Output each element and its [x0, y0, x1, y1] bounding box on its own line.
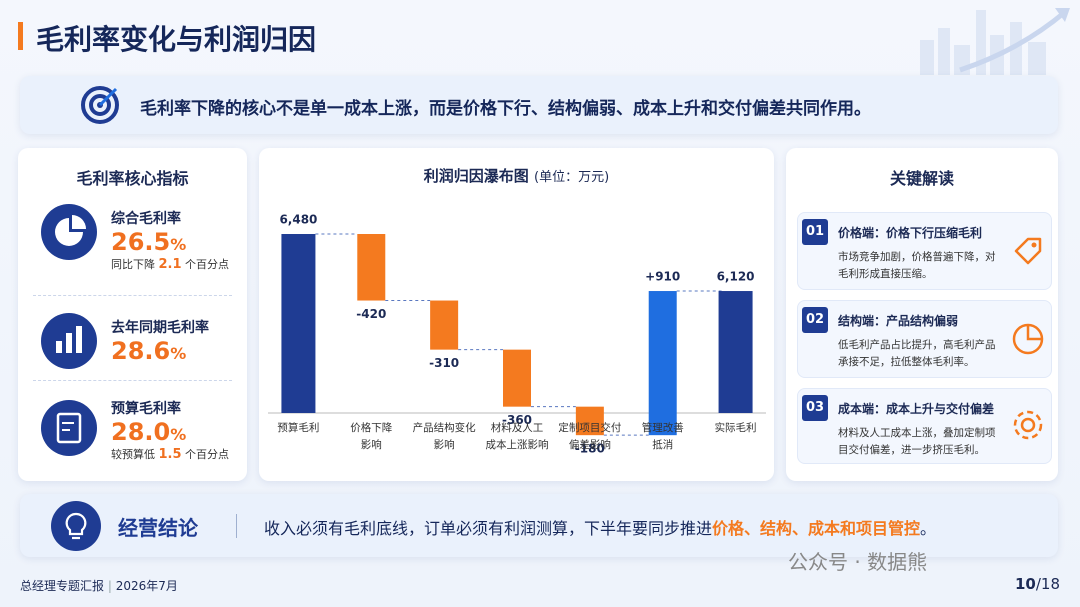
x-tick-label: 价格下降 影响 — [350, 422, 393, 451]
bulb-icon — [51, 501, 101, 551]
insight-card: 01 价格端：价格下行压缩毛利 市场竞争加剧，价格普遍下降，对毛利形成直接压缩。 — [797, 212, 1052, 290]
x-tick-label: 材料及人工 成本上涨影响 — [485, 422, 549, 451]
x-tick-label: 管理改善 抵消 — [641, 422, 684, 451]
note-value: 1.5 — [158, 447, 182, 462]
target-icon — [81, 86, 119, 124]
panel-title: 毛利率核心指标 — [76, 169, 189, 188]
footer-date: 2026年7月 — [115, 579, 178, 593]
insight-body: 市场竞争加剧，价格普遍下降，对毛利形成直接压缩。 — [838, 251, 996, 280]
metric-name: 预算毛利率 — [111, 401, 181, 417]
metric-value: 26.5 — [111, 228, 171, 256]
chart-panel: 利润归因瀑布图 (单位：万元) — [259, 148, 774, 481]
insight-body: 低毛利产品占比提升，高毛利产品承接不足，拉低整体毛利率。 — [838, 339, 996, 368]
note-value: 2.1 — [158, 257, 182, 272]
insight-number: 02 — [802, 307, 828, 333]
insight-title: 成本端：成本上升与交付偏差 — [838, 402, 995, 416]
insight-card: 03 成本端：成本上升与交付偏差 材料及人工成本上涨，叠加定制项目交付偏差，进一… — [797, 388, 1052, 464]
metric: 预算毛利率 28.0% 较预算低 1.5 个百分点 — [111, 398, 229, 462]
metric: 综合毛利率 26.5% 同比下降 2.1 个百分点 — [111, 208, 229, 272]
page-title: 毛利率变化与利润归因 — [36, 23, 317, 56]
panel-title: 关键解读 — [889, 169, 954, 188]
chart-subtitle: (单位：万元) — [534, 170, 610, 185]
gear-icon — [1013, 410, 1043, 440]
metric-unit: % — [170, 235, 187, 254]
conclusion-end: 。 — [920, 519, 937, 538]
pie-icon — [1012, 323, 1044, 355]
banner: 毛利率下降的核心不是单一成本上涨，而是价格下行、结构偏弱、成本上升和交付偏差共同… — [20, 76, 1058, 134]
insight-card: 02 结构端：产品结构偏弱 低毛利产品占比提升，高毛利产品承接不足，拉低整体毛利… — [797, 300, 1052, 378]
conclusion-highlight: 价格、结构、成本和项目管控 — [712, 519, 921, 538]
insight-body: 材料及人工成本上涨，叠加定制项目交付偏差，进一步挤压毛利。 — [838, 427, 996, 456]
separator — [236, 514, 237, 538]
metric-name: 综合毛利率 — [111, 211, 181, 227]
x-tick-label: 实际毛利 — [714, 422, 757, 434]
note-text: 个百分点 — [185, 448, 230, 461]
insight-number: 01 — [802, 219, 828, 245]
conclusion-label: 经营结论 — [118, 516, 198, 540]
note-text: 个百分点 — [185, 258, 230, 271]
chart-title-row: 利润归因瀑布图 (单位：万元) — [259, 165, 774, 186]
footer-report: 总经理专题汇报 — [20, 579, 105, 593]
page-current: 10 — [1014, 575, 1036, 593]
metrics-panel: 毛利率核心指标 综合毛利率 26.5% 同比下降 2.1 个百分点 去年同期毛利… — [18, 148, 247, 481]
insight-title: 结构端：产品结构偏弱 — [838, 314, 959, 328]
tag-icon — [1014, 237, 1042, 265]
conclusion: 经营结论 收入必须有毛利底线，订单必须有利润测算，下半年要同步推进价格、结构、成… — [20, 494, 1058, 557]
insight-title: 价格端：价格下行压缩毛利 — [838, 226, 983, 240]
insight-number: 03 — [802, 395, 828, 421]
metric-unit: % — [170, 344, 187, 363]
page-total: /18 — [1035, 575, 1060, 593]
x-tick-label: 预算毛利 — [277, 422, 320, 434]
divider — [33, 295, 232, 296]
conclusion-text: 收入必须有毛利底线，订单必须有利润测算，下半年要同步推进价格、结构、成本和项目管… — [264, 515, 936, 539]
note-text: 同比下降 — [111, 258, 155, 271]
conclusion-body: 收入必须有毛利底线，订单必须有利润测算，下半年要同步推进 — [264, 519, 713, 538]
metric-name: 去年同期毛利率 — [111, 320, 209, 336]
title-accent — [18, 22, 23, 50]
divider — [33, 380, 232, 381]
watermark: 公众号 · 数据熊 — [788, 550, 928, 574]
x-tick-label: 产品结构变化 影响 — [412, 422, 476, 451]
metric-unit: % — [170, 425, 187, 444]
metric-icons — [41, 204, 97, 456]
metric: 去年同期毛利率 28.6% — [111, 317, 209, 365]
metric-value: 28.0 — [111, 418, 171, 446]
skyline-decoration — [920, 8, 1070, 75]
footer: 总经理专题汇报 | 2026年7月 — [20, 579, 178, 593]
insights-panel: 关键解读 01 价格端：价格下行压缩毛利 市场竞争加剧，价格普遍下降，对毛利形成… — [786, 148, 1058, 481]
x-tick-label: 定制项目交付 偏差影响 — [558, 422, 622, 451]
chart-title: 利润归因瀑布图 — [423, 167, 529, 185]
note-text: 较预算低 — [111, 448, 155, 461]
metric-value: 28.6 — [111, 337, 171, 365]
banner-text: 毛利率下降的核心不是单一成本上涨，而是价格下行、结构偏弱、成本上升和交付偏差共同… — [140, 99, 871, 119]
page-number: 10/18 — [1015, 575, 1060, 593]
